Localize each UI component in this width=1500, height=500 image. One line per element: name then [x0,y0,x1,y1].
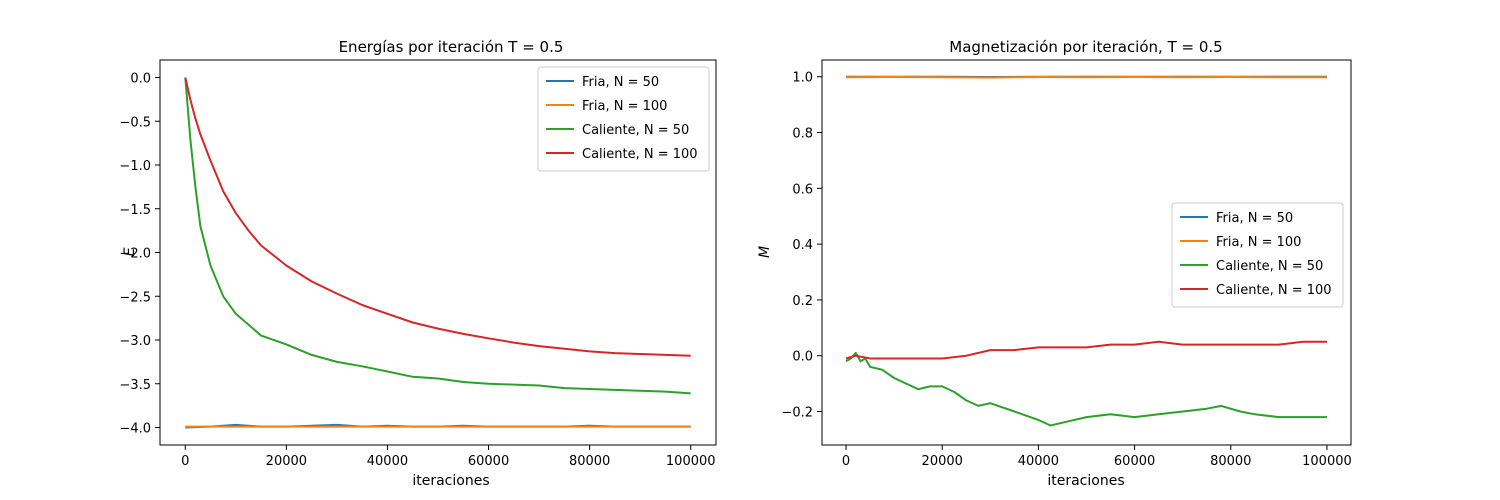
series-line-2 [845,76,1327,79]
y-tick-label: 0.0 [130,72,151,87]
x-tick-label: 0 [842,454,850,469]
series-line-3 [845,351,1327,427]
y-tick-label: 0.4 [792,238,813,253]
x-tick-label: 80000 [1210,454,1251,469]
y-tick-label: −3.5 [119,378,151,393]
magnetization-plot-area: 0 20000 40000 60000 80000 100000 1.0 0.8 0.6 0.4 0… [781,59,1352,469]
x-tick-label: 100000 [666,454,716,469]
energy-y-axis-label: E [122,247,138,256]
legend-label: Fria, N = 100 [1216,235,1301,250]
series-line-4 [184,77,691,357]
y-tick-label: 0.8 [792,127,813,142]
legend: Fria, N = 50 Fria, N = 100 Caliente, N = 5… [1171,202,1344,308]
legend-box [1171,202,1344,308]
series-line-4 [845,340,1327,360]
axes-frame [821,59,1352,446]
x-tick-label: 40000 [1018,454,1059,469]
x-tick-label: 0 [181,454,189,469]
magnetization-x-axis-label: iteraciones [1047,473,1124,489]
y-tick-label: −2.5 [119,290,151,305]
x-tick-label: 80000 [569,454,610,469]
y-tick-label: −4.0 [119,422,151,437]
x-tick-label: 60000 [468,454,509,469]
energy-subplot: Energías por iteración T = 0.5 0 20000 400… [119,38,717,489]
energy-plot-area: 0 20000 40000 60000 80000 100000 0.0 −0.5 −1.0 −1… [119,59,717,469]
legend-label: Fria, N = 50 [1216,211,1293,226]
energy-x-axis-label: iteraciones [412,473,489,489]
y-tick-label: −0.2 [781,406,813,421]
legend-label: Caliente, N = 100 [1216,283,1332,298]
legend-label: Fria, N = 100 [582,99,667,114]
y-tick-label: −2.0 [119,247,151,262]
x-tick-label: 60000 [1114,454,1155,469]
series-line-3 [184,77,691,395]
magnetization-subplot: Magnetización por iteración, T = 0.5 0 20… [757,38,1352,489]
magnetization-title: Magnetización por iteración, T = 0.5 [949,38,1222,56]
legend-label: Caliente, N = 50 [1216,259,1323,274]
x-tick-label: 20000 [922,454,963,469]
legend: Fria, N = 50 Fria, N = 100 Caliente, N = 5… [537,66,710,172]
legend-label: Fria, N = 50 [582,75,659,90]
y-tick-label: −3.0 [119,334,151,349]
y-tick-label: 1.0 [792,71,813,86]
x-tick-label: 40000 [367,454,408,469]
x-tick-label: 100000 [1302,454,1352,469]
legend-label: Caliente, N = 100 [582,147,698,162]
magnetization-y-axis-label: M [757,246,773,258]
y-tick-label: −1.5 [119,203,151,218]
legend-label: Caliente, N = 50 [582,123,689,138]
legend-box [537,66,710,172]
y-tick-label: 0.6 [792,182,813,197]
y-tick-label: −1.0 [119,159,151,174]
y-tick-label: 0.0 [792,350,813,365]
y-tick-label: −0.5 [119,115,151,130]
y-tick-label: 0.2 [792,294,813,309]
x-tick-label: 20000 [266,454,307,469]
energy-title: Energías por iteración T = 0.5 [339,38,564,56]
